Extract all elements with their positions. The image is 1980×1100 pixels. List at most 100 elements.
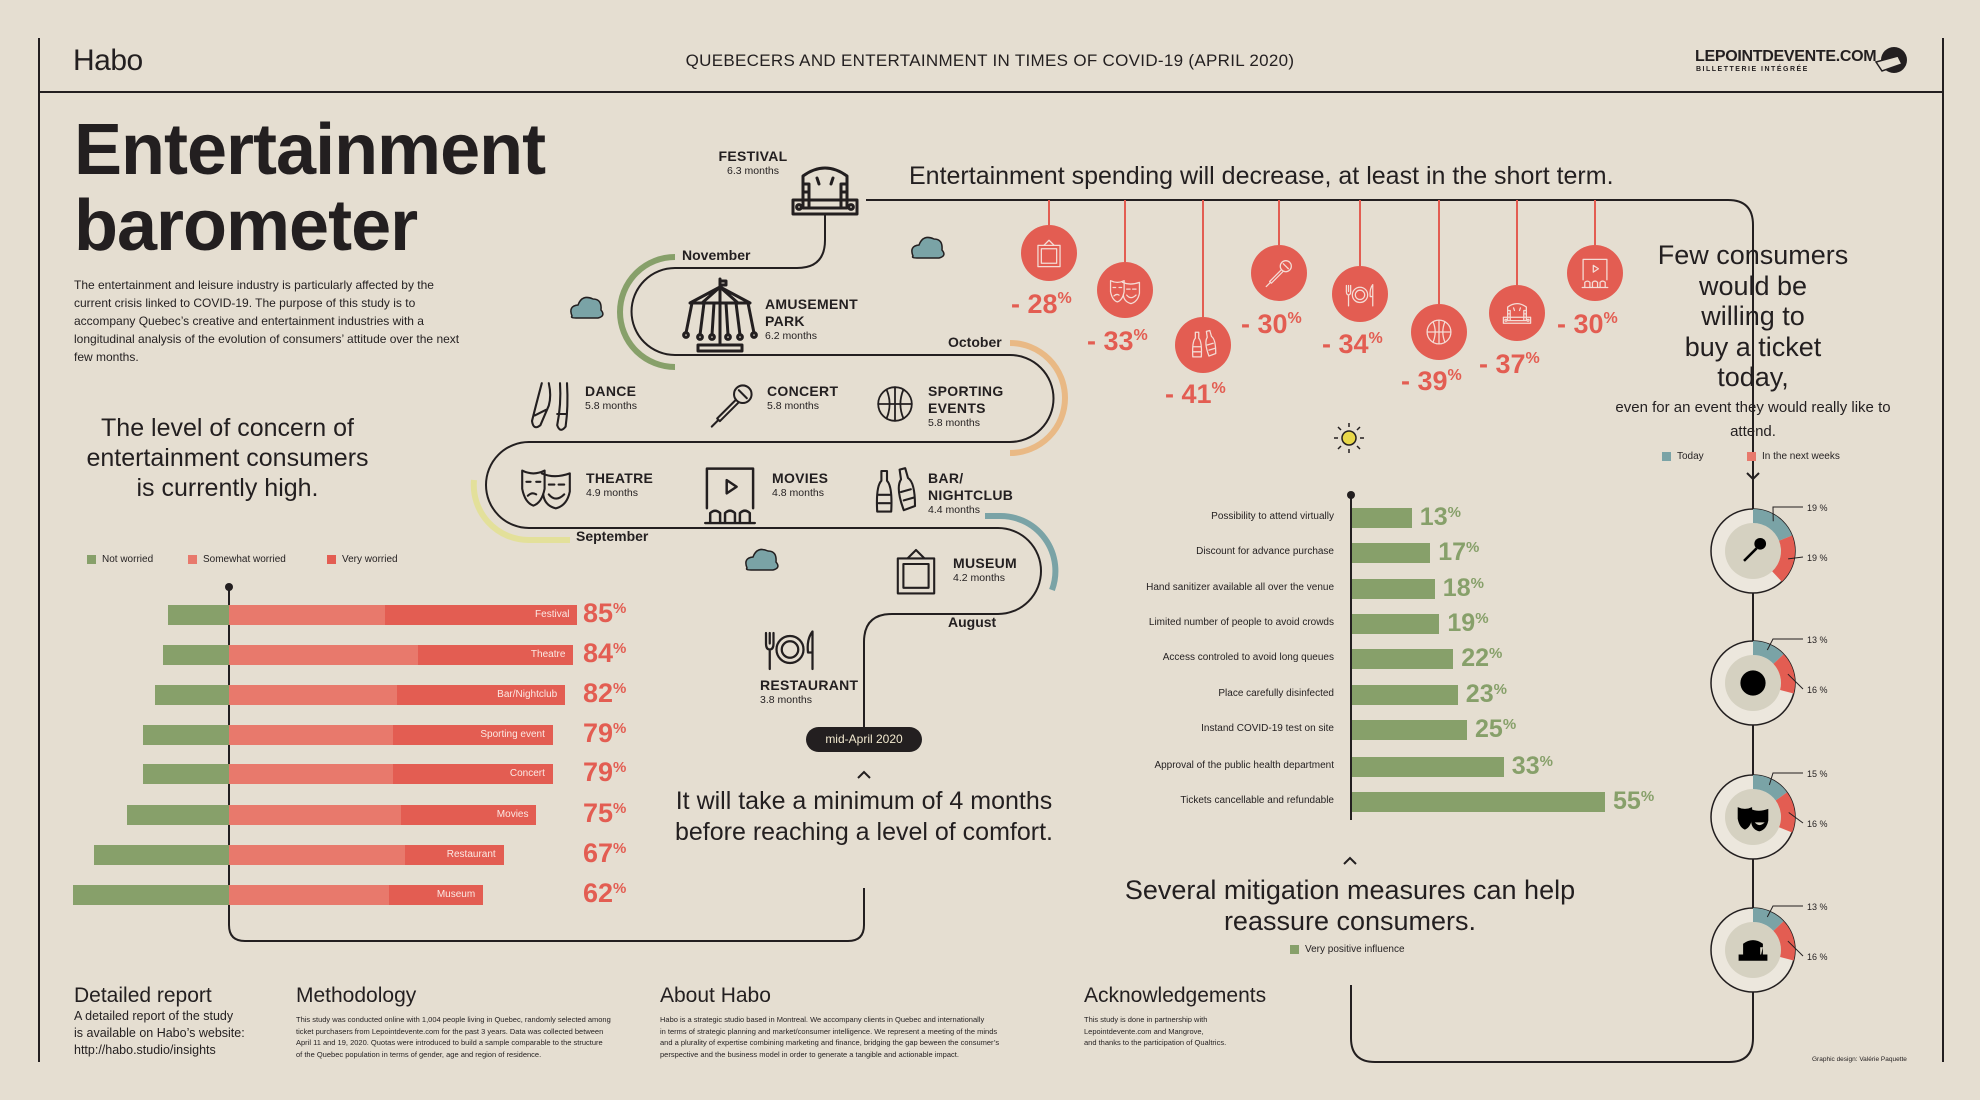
item-months: 5.8 months: [585, 400, 637, 412]
bar-very-worried: Concert: [393, 764, 553, 784]
spending-circle: [1567, 245, 1623, 301]
donut-segment-today: [1753, 908, 1784, 931]
habo-logo: Habo: [73, 44, 143, 77]
bar-somewhat-worried: [229, 845, 406, 865]
measure-bar: [1352, 543, 1431, 563]
measure-bar: [1352, 649, 1454, 669]
item-months: 6.3 months: [727, 165, 779, 177]
percent-sign: %: [613, 640, 627, 657]
legend-next-weeks: In the next weeks: [1747, 451, 1840, 462]
legend-swatch: [1747, 452, 1756, 461]
spending-value: - 33%: [1087, 326, 1148, 357]
percent-sign: %: [1475, 610, 1489, 627]
legend-somewhat-worried: Somewhat worried: [188, 554, 286, 565]
item-name: CONCERT: [767, 383, 839, 399]
spending-stem: [1202, 200, 1204, 317]
section-text: This study is done in partnership with: [1084, 1015, 1208, 1024]
spending-line: [866, 199, 1754, 1063]
next-weeks-value: 19 %: [1807, 553, 1828, 563]
bar-category-label: Sporting event: [480, 729, 545, 740]
measure-label: Possibility to attend virtually: [1211, 511, 1334, 522]
percent-sign: %: [1466, 539, 1480, 556]
spending-circle: [1021, 225, 1077, 281]
measure-value: 55%: [1613, 787, 1654, 816]
total-value: 84: [583, 638, 614, 668]
legend-swatch: [87, 555, 96, 564]
value-number: - 33: [1087, 326, 1134, 356]
spending-stem: [1359, 200, 1361, 266]
total-value: 62: [583, 878, 614, 908]
bar-somewhat-worried: [229, 764, 393, 784]
percent-sign: %: [1447, 504, 1461, 521]
measure-label: Tickets cancellable and refundable: [1180, 795, 1334, 806]
timeline-item-dance: DANCE 5.8 months: [585, 383, 637, 412]
item-name: MUSEUM: [953, 555, 1018, 571]
report-link[interactable]: http://habo.studio/insights: [74, 1043, 216, 1057]
concern-heading: The level of concern of entertainment co…: [86, 414, 369, 502]
section-text: Habo is a strategic studio based in Mont…: [660, 1015, 985, 1024]
value-number: 22: [1461, 644, 1489, 672]
bar-total-label: 62%: [583, 878, 626, 909]
spending-value: - 30%: [1557, 309, 1618, 340]
bar-category-label: Theatre: [530, 649, 566, 660]
start-date-pill: mid-April 2020: [806, 727, 922, 752]
leader-line: [1772, 506, 1803, 522]
measure-value: 33%: [1512, 752, 1553, 781]
donut-segment-today: [1753, 641, 1784, 664]
section-heading: Methodology: [296, 984, 417, 1007]
bar-not-worried: [155, 685, 229, 705]
measure-label: Instand COVID-19 test on site: [1201, 723, 1334, 734]
spending-value: - 39%: [1401, 366, 1462, 397]
item-name: DANCE: [585, 383, 637, 399]
donut-segment-next-weeks: [1775, 792, 1795, 833]
legend-not-worried: Not worried: [87, 554, 153, 565]
value-number: 19: [1447, 609, 1476, 637]
heading-line: would be: [1698, 270, 1808, 301]
total-value: 79: [583, 757, 614, 787]
pill-to-text-arrow: [857, 770, 871, 779]
legend-label: Not worried: [102, 554, 154, 565]
percent-sign: %: [1470, 575, 1484, 592]
section-text: April 11 and 19, 2020. Quotas were intro…: [296, 1038, 603, 1047]
today-value: 19 %: [1807, 503, 1828, 513]
cloud-icon: [570, 236, 945, 571]
next-weeks-value: 16 %: [1807, 685, 1828, 695]
intro-paragraph: The entertainment and leisure industry i…: [74, 278, 460, 364]
timeline-item-movies: MOVIES 4.8 months: [772, 470, 828, 499]
timeline-item-festival: FESTIVAL 6.3 months: [715, 148, 791, 177]
partner-tagline: BILLETTERIE INTÉGRÉE: [1696, 66, 1809, 73]
section-heading: Detailed report: [74, 984, 212, 1007]
section-text: and thanks to the participation of Qualt…: [1084, 1038, 1227, 1047]
section-heading: Acknowledgements: [1084, 984, 1267, 1007]
total-value: 67: [583, 838, 614, 868]
willingness-heading: Few consumers would be willing to buy a …: [1603, 240, 1903, 393]
item-months: 4.4 months: [928, 504, 980, 516]
partner-logo: LEPOINTDEVENTE.COM: [1695, 48, 1877, 65]
bar-very-worried: Restaurant: [405, 845, 504, 865]
leader-line: [1787, 940, 1804, 957]
donut-segment-next-weeks: [1773, 654, 1795, 694]
heading-line: Few consumers: [1657, 240, 1849, 270]
about-section: About Habo Habo is a strategic studio ba…: [660, 984, 999, 1060]
measure-label: Discount for advance purchase: [1196, 546, 1334, 557]
willingness-subheading: even for an event they would really like…: [1615, 399, 1891, 440]
bar-total-label: 79%: [583, 718, 626, 749]
title-line-1: Entertainment: [74, 110, 546, 190]
legend-very-worried: Very worried: [327, 554, 398, 565]
bar-somewhat-worried: [229, 725, 393, 745]
next-weeks-value: 16 %: [1807, 819, 1828, 829]
value-number: 18: [1442, 574, 1471, 602]
legend-swatch: [1662, 452, 1671, 461]
total-value: 79: [583, 718, 614, 748]
spending-stem: [1278, 200, 1280, 245]
mitigation-arrow: [1343, 856, 1357, 865]
measure-value: 23%: [1466, 680, 1507, 709]
today-value: 15 %: [1807, 769, 1828, 779]
section-text: A detailed report of the study: [74, 1009, 234, 1023]
item-months: 4.2 months: [953, 572, 1005, 584]
measure-value: 17%: [1438, 538, 1479, 567]
legend-today: Today: [1662, 451, 1704, 462]
total-value: 85: [583, 598, 614, 628]
value-number: - 34: [1322, 329, 1369, 359]
value-number: - 41: [1165, 379, 1212, 409]
